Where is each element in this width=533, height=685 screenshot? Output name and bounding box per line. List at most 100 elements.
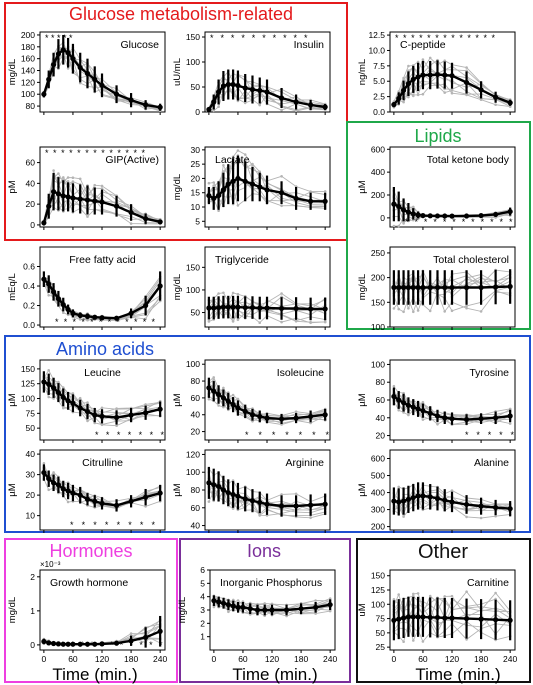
y-tick-label: 100	[371, 322, 385, 332]
mean-point	[220, 187, 227, 193]
individual-point	[402, 515, 405, 518]
mean-point	[415, 406, 421, 412]
y-tick-label: 100	[186, 285, 200, 295]
mean-point	[400, 498, 407, 504]
individual-point	[465, 515, 468, 519]
individual-point	[62, 386, 65, 389]
y-tick-label: 40	[191, 410, 201, 420]
mean-point	[41, 276, 47, 282]
mean-point	[225, 398, 231, 404]
individual-point	[222, 405, 225, 409]
individual-point	[236, 204, 240, 207]
mean-point	[240, 604, 246, 610]
mean-point	[293, 415, 299, 421]
y-tick-label: 30	[26, 470, 36, 480]
mean-point	[249, 86, 256, 93]
y-axis-label: µM	[172, 483, 183, 496]
individual-point	[412, 639, 415, 642]
panel-title: Carnitine	[467, 577, 509, 589]
y-axis-label: mEq/L	[7, 273, 18, 300]
mean-point	[77, 641, 83, 647]
y-tick-label: 75	[26, 408, 36, 418]
mean-point	[434, 614, 441, 621]
mean-point	[230, 402, 236, 408]
mean-point	[257, 499, 263, 506]
individual-point	[402, 640, 405, 643]
y-tick-label: 150	[371, 571, 385, 581]
mean-point	[128, 97, 134, 103]
individual-point	[309, 190, 312, 194]
individual-point	[412, 93, 415, 97]
y-tick-label: 30	[191, 145, 201, 155]
group-frames: Glucose metabolism-related Lipids Amino ac…	[4, 2, 531, 683]
y-tick-label: 80	[26, 101, 36, 111]
mean-point	[225, 602, 232, 608]
individual-point	[78, 177, 82, 181]
mean-point	[206, 385, 212, 391]
individual-point	[212, 109, 215, 113]
panel-title: Tyrosine	[469, 367, 509, 379]
individual-point	[494, 103, 497, 106]
mean-point	[249, 181, 256, 187]
mean-point	[507, 100, 513, 106]
individual-point	[479, 310, 483, 313]
y-tick-label: 0	[30, 640, 35, 650]
y-tick-label: 80	[191, 485, 201, 495]
individual-point	[392, 224, 396, 228]
mean-point	[55, 389, 62, 396]
individual-point	[280, 175, 283, 178]
panel-frame	[39, 449, 166, 531]
mean-point	[225, 181, 231, 187]
x-tick-label: 120	[95, 654, 109, 664]
mean-point	[434, 495, 441, 502]
mean-point	[220, 600, 227, 606]
individual-point	[397, 485, 401, 489]
mean-point	[242, 178, 248, 184]
y-tick-label: 200	[371, 190, 385, 200]
mean-point	[410, 284, 416, 291]
y-tick-label: 40	[376, 413, 386, 423]
individual-point	[465, 304, 468, 308]
mean-point	[113, 414, 120, 421]
mean-point	[410, 404, 416, 410]
mean-point	[55, 191, 62, 197]
individual-point	[243, 101, 247, 105]
individual-point	[280, 493, 283, 496]
mean-point	[463, 615, 470, 622]
mean-point	[41, 379, 47, 385]
mean-point	[225, 490, 231, 496]
mean-point	[77, 492, 83, 498]
y-axis-label: mg/dL	[357, 274, 368, 300]
mean-point	[128, 412, 134, 418]
individual-point	[100, 406, 104, 410]
mean-point	[249, 412, 256, 418]
individual-point	[494, 591, 497, 595]
y-tick-label: 120	[21, 77, 35, 87]
x-tick-label: 120	[265, 654, 279, 664]
individual-point	[66, 180, 70, 183]
time-axis-label: Time (min.)	[415, 665, 500, 684]
mean-point	[220, 304, 227, 310]
mean-point	[507, 413, 513, 419]
individual-point	[450, 91, 454, 95]
mean-point	[293, 195, 299, 202]
individual-point	[494, 514, 497, 518]
significance-stars: * * * * * * * * * *	[210, 33, 308, 43]
mean-point	[92, 198, 98, 204]
mean-point	[55, 296, 62, 302]
individual-point	[421, 418, 425, 421]
mean-point	[77, 405, 83, 411]
mean-point	[157, 628, 163, 634]
individual-point	[78, 81, 82, 85]
mean-point	[92, 498, 98, 504]
individual-point	[397, 90, 401, 93]
mean-point	[157, 406, 163, 412]
mean-point	[92, 412, 98, 418]
individual-point	[465, 69, 468, 72]
individual-point	[100, 187, 104, 190]
y-tick-label: 40	[26, 178, 36, 188]
y-tick-label: 200	[371, 273, 385, 283]
